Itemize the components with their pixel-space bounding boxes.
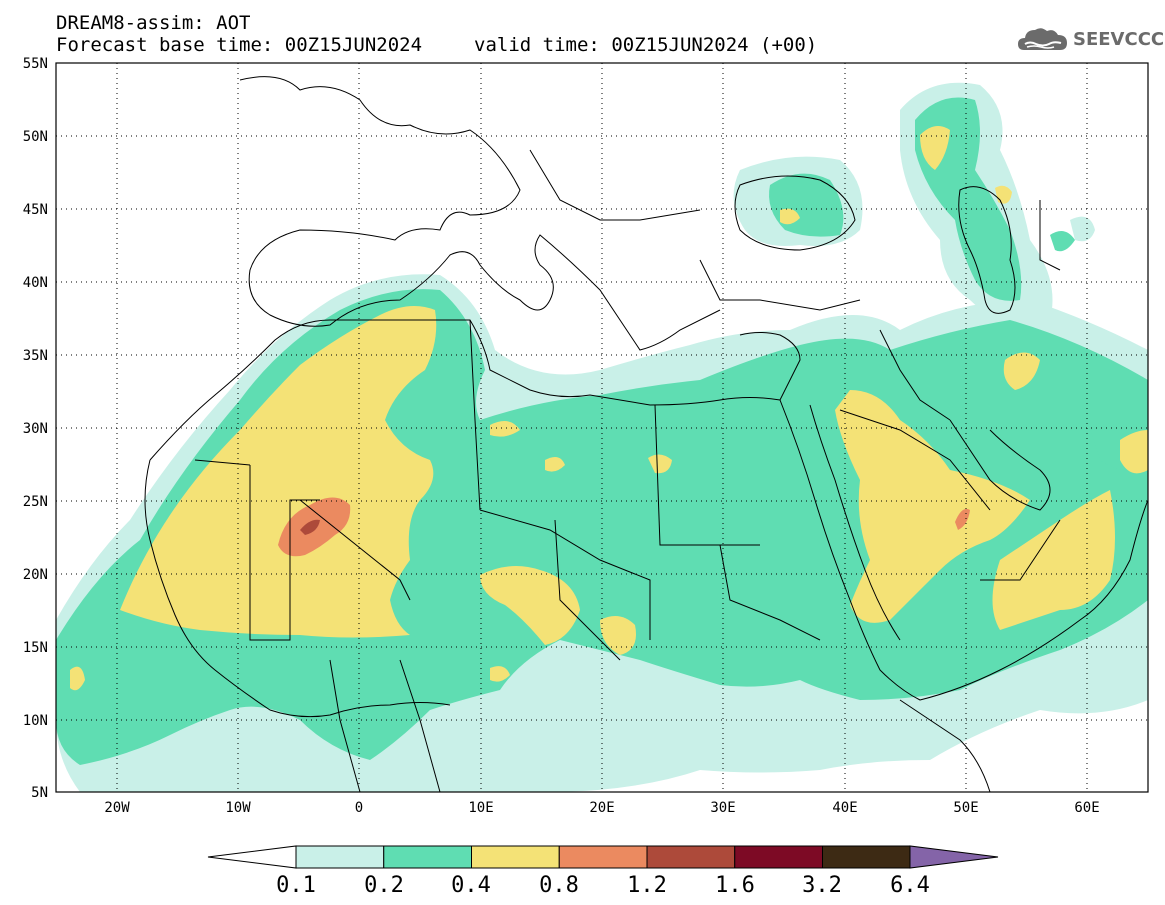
colorbar-label: 0.2 xyxy=(364,873,404,898)
lat-label: 10N xyxy=(23,713,48,729)
lon-axis: 20W 10W 0 10E 20E 30E 40E 50E 60E xyxy=(104,800,1099,816)
colorbar-label: 1.6 xyxy=(715,873,755,898)
colorbar-segment xyxy=(471,845,560,869)
lat-label: 20N xyxy=(23,567,48,583)
lon-label: 20W xyxy=(104,800,130,816)
aot-band-0-4 xyxy=(70,126,1148,691)
lat-label: 30N xyxy=(23,421,48,437)
lat-label: 25N xyxy=(23,494,48,510)
colorbar-segment xyxy=(734,845,823,869)
colorbar-segment xyxy=(383,845,472,869)
colorbar-segment xyxy=(558,845,648,869)
lat-label: 5N xyxy=(31,785,48,801)
map-subtitle: Forecast base time: 00Z15JUN2024 valid ti… xyxy=(56,34,817,56)
lat-axis: 55N 50N 45N 40N 35N 30N 25N 20N 15N 10N … xyxy=(23,56,48,801)
colorbar-label: 0.4 xyxy=(451,873,491,898)
valid-time-label: valid time: 00Z15JUN2024 (+00) xyxy=(474,34,818,56)
lon-label: 30E xyxy=(710,800,735,816)
lon-label: 20E xyxy=(589,800,614,816)
lon-label: 60E xyxy=(1074,800,1099,816)
map-title: DREAM8-assim: AOT xyxy=(56,12,251,34)
lon-label: 10E xyxy=(468,800,493,816)
colorbar-label: 3.2 xyxy=(802,873,842,898)
lat-label: 45N xyxy=(23,202,48,218)
colorbar: 0.1 0.2 0.4 0.8 1.2 1.6 3.2 6.4 xyxy=(207,845,999,898)
aot-band-1-2 xyxy=(300,519,320,535)
coastlines xyxy=(144,76,1148,792)
colorbar-under-triangle xyxy=(207,845,297,869)
lon-label: 50E xyxy=(953,800,978,816)
colorbar-segment xyxy=(822,845,911,869)
lat-label: 35N xyxy=(23,348,48,364)
graticule xyxy=(56,63,1148,792)
lat-label: 40N xyxy=(23,275,48,291)
logo-text: SEEVCCC xyxy=(1073,28,1165,50)
lat-label: 15N xyxy=(23,640,48,656)
lon-label: 0 xyxy=(355,800,363,816)
colorbar-segment xyxy=(295,845,385,869)
colorbar-label: 6.4 xyxy=(890,873,930,898)
colorbar-label: 1.2 xyxy=(627,873,667,898)
map-frame xyxy=(55,62,1149,793)
colorbar-over-triangle xyxy=(909,845,999,869)
lon-label: 40E xyxy=(832,800,857,816)
base-time-label: Forecast base time: 00Z15JUN2024 xyxy=(56,34,423,56)
lat-label: 50N xyxy=(23,129,48,145)
colorbar-label: 0.8 xyxy=(539,873,579,898)
cloud-icon xyxy=(1018,28,1067,50)
lat-label: 55N xyxy=(23,56,48,72)
colorbar-segment xyxy=(646,845,736,869)
colorbar-label: 0.1 xyxy=(276,873,316,898)
lon-label: 10W xyxy=(225,800,251,816)
seevccc-logo: SEEVCCC xyxy=(1016,24,1164,54)
